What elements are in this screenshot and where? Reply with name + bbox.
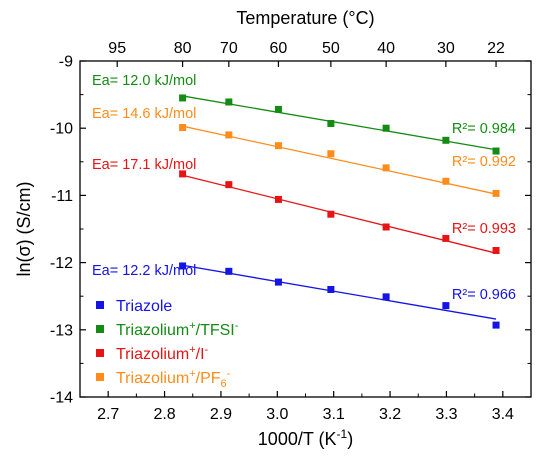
top-tick-label: 80 xyxy=(174,40,192,57)
fit-line-0 xyxy=(182,264,497,320)
r2-label: R²= 0.966 xyxy=(452,287,516,303)
legend-entry: Triazolium+/I- xyxy=(116,344,209,363)
x-tick-label: 2.9 xyxy=(210,406,232,423)
data-point xyxy=(327,150,335,158)
x-tick-label: 3.1 xyxy=(323,406,345,423)
data-point xyxy=(492,247,500,255)
r2-label: R²= 0.992 xyxy=(452,154,516,170)
ea-label: Ea= 14.6 kJ/mol xyxy=(92,106,196,122)
data-point xyxy=(274,142,282,150)
data-point xyxy=(225,267,233,275)
data-point xyxy=(492,189,500,197)
data-point xyxy=(382,293,390,301)
y-tick-label: -14 xyxy=(50,390,73,407)
data-point xyxy=(274,278,282,286)
r2-label: R²= 0.993 xyxy=(452,221,516,237)
data-point xyxy=(274,105,282,113)
legend-marker xyxy=(96,373,104,381)
data-point xyxy=(179,94,187,102)
data-point xyxy=(382,164,390,172)
top-tick-label: 60 xyxy=(270,40,288,57)
x-tick-label: 3.0 xyxy=(266,406,288,423)
x-tick-label: 3.4 xyxy=(492,406,514,423)
top-tick-label: 40 xyxy=(377,40,395,57)
x-axis-title: 1000/T (K-1) xyxy=(258,427,353,449)
data-point xyxy=(492,147,500,155)
legend-marker xyxy=(96,301,104,309)
data-point xyxy=(327,210,335,218)
top-tick-label: 70 xyxy=(220,40,238,57)
ea-label: Ea= 17.1 kJ/mol xyxy=(92,157,196,173)
data-point xyxy=(179,262,187,270)
data-point xyxy=(274,195,282,203)
data-point xyxy=(382,223,390,231)
r2-label: R²= 0.984 xyxy=(452,121,516,137)
y-tick-label: -10 xyxy=(50,121,73,138)
data-point xyxy=(225,131,233,139)
x-tick-label: 3.2 xyxy=(379,406,401,423)
x-tick-label: 3.3 xyxy=(435,406,457,423)
x-tick-label: 2.8 xyxy=(153,406,175,423)
legend-entry: Triazole xyxy=(116,298,172,315)
y-tick-label: -13 xyxy=(50,322,73,339)
legend-marker xyxy=(96,349,104,357)
data-point xyxy=(492,321,500,329)
ea-label: Ea= 12.0 kJ/mol xyxy=(92,73,196,89)
data-point xyxy=(179,170,187,178)
y-tick-label: -9 xyxy=(59,54,73,71)
data-point xyxy=(442,136,450,144)
y-tick-label: -11 xyxy=(51,188,73,205)
top-tick-label: 50 xyxy=(322,40,340,57)
data-point xyxy=(442,177,450,185)
legend-entry: Triazolium+/TFSI- xyxy=(116,320,239,339)
legend-entry: Triazolium+/PF6- xyxy=(116,368,231,390)
top-tick-label: 22 xyxy=(487,40,505,57)
y-axis-title: ln(σ) (S/cm) xyxy=(14,181,34,276)
data-point xyxy=(442,302,450,310)
data-point xyxy=(327,119,335,127)
y-tick-label: -12 xyxy=(50,255,73,272)
data-point xyxy=(179,124,187,132)
data-point xyxy=(225,181,233,189)
top-axis-title: Temperature (°C) xyxy=(236,8,374,28)
top-tick-label: 30 xyxy=(437,40,455,57)
data-point xyxy=(327,285,335,293)
ea-label: Ea= 12.2 kJ/mol xyxy=(92,263,196,279)
data-point xyxy=(442,234,450,242)
legend-marker xyxy=(96,325,104,333)
data-point xyxy=(382,124,390,132)
x-tick-label: 2.7 xyxy=(97,406,119,423)
top-tick-label: 95 xyxy=(108,40,126,57)
data-point xyxy=(225,98,233,106)
